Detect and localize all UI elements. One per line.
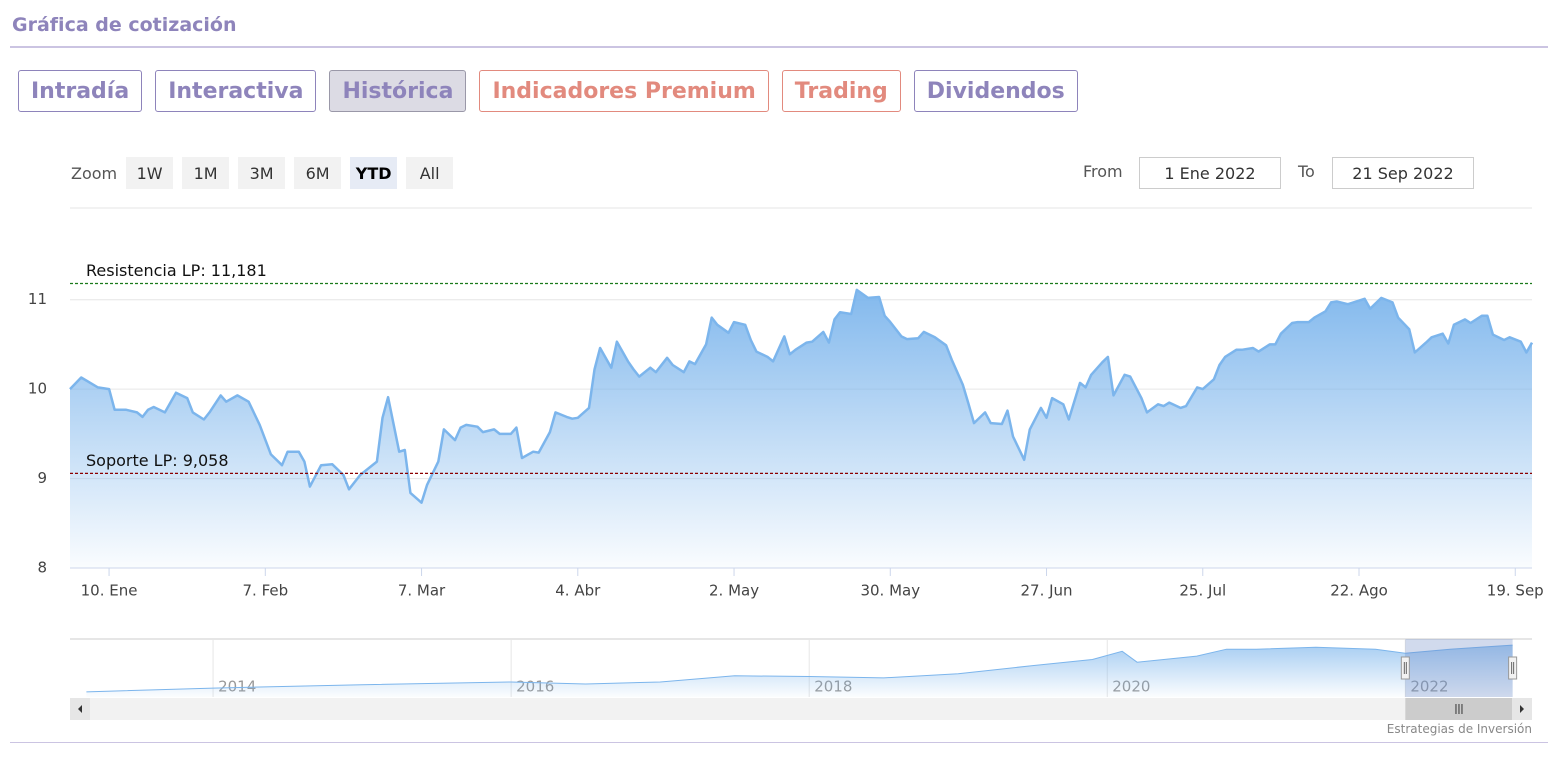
arrow — [78, 705, 82, 713]
x-tick-label: 30. May — [860, 582, 920, 600]
tab[interactable]: Histórica — [329, 70, 467, 112]
x-tick-label: 25. Jul — [1179, 582, 1226, 600]
zoom-button[interactable]: 3M — [238, 157, 286, 189]
y-tick-label: 9 — [37, 469, 47, 487]
x-tick-label: 19. Sep — [1487, 582, 1544, 600]
zoom-button[interactable]: 1M — [182, 157, 230, 189]
tab[interactable]: Indicadores Premium — [479, 70, 769, 112]
navigator-selection — [1405, 639, 1513, 697]
x-tick-label: 7. Mar — [398, 582, 446, 600]
credit[interactable]: Estrategias de Inversión — [1386, 722, 1532, 736]
plot-line-label: Soporte LP: 9,058 — [86, 451, 229, 470]
arrow — [1520, 705, 1524, 713]
y-tick-label: 11 — [28, 290, 47, 308]
plot-line-label: Resistencia LP: 11,181 — [86, 261, 267, 280]
zoom-button[interactable]: 1W — [126, 157, 174, 189]
x-tick-label: 10. Ene — [81, 582, 138, 600]
tab[interactable]: Intradía — [18, 70, 143, 112]
tab[interactable]: Interactiva — [155, 70, 317, 112]
navigator-line — [86, 644, 1513, 693]
x-tick-label: 27. Jun — [1020, 582, 1072, 600]
from-input[interactable]: 1 Ene 2022 — [1139, 157, 1281, 189]
x-tick-label: 7. Feb — [242, 582, 288, 600]
zoom-button[interactable]: YTD — [350, 157, 398, 189]
tab[interactable]: Dividendos — [913, 70, 1078, 112]
area-fill — [70, 289, 1532, 568]
divider — [10, 46, 1548, 48]
x-tick-label: 22. Ago — [1330, 582, 1388, 600]
x-tick-label: 4. Abr — [555, 582, 601, 600]
to-input[interactable]: 21 Sep 2022 — [1332, 157, 1474, 189]
zoom-label: Zoom — [71, 163, 118, 183]
scrollbar-track — [70, 698, 1532, 720]
tab-bar: Intradía Interactiva Histórica Indicador… — [18, 70, 1078, 112]
navigator-handle[interactable] — [1400, 656, 1410, 680]
section-title: Gráfica de cotización — [12, 14, 237, 36]
x-tick-label: 2. May — [709, 582, 759, 600]
y-tick-label: 8 — [37, 559, 47, 577]
zoom-button[interactable]: 6M — [294, 157, 342, 189]
price-line — [69, 288, 1534, 504]
zoom-bar: Zoom 1W 1M 3M 6M YTD All — [71, 157, 454, 189]
divider — [10, 742, 1548, 743]
navigator-handle[interactable] — [1508, 656, 1518, 680]
to-label: To — [1298, 162, 1315, 181]
zoom-button[interactable]: All — [406, 157, 454, 189]
navigator-area — [86, 645, 1513, 697]
tab[interactable]: Trading — [781, 70, 901, 112]
y-tick-label: 10 — [28, 380, 47, 398]
from-label: From — [1083, 162, 1123, 181]
